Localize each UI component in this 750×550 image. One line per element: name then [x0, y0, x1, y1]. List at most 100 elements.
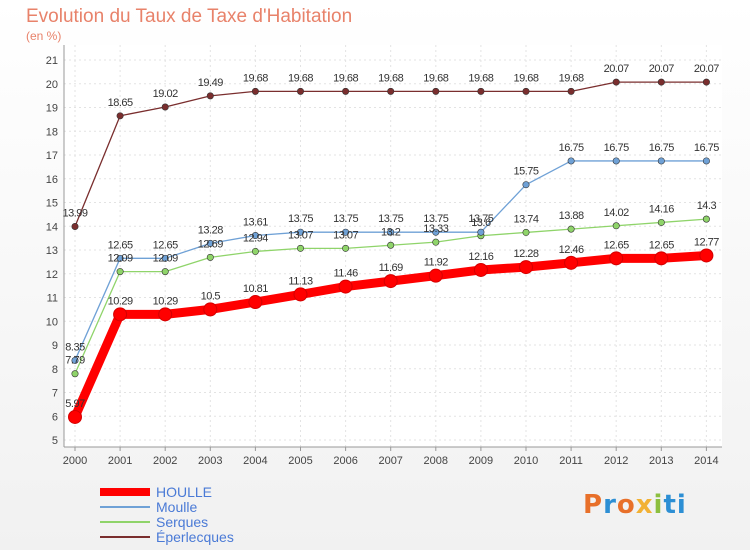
data-point-perlecques: [477, 87, 485, 95]
y-tick-label: 19: [46, 103, 58, 115]
y-tick-label: 10: [46, 316, 58, 328]
data-label-serques: 13.2: [381, 226, 401, 238]
data-point-perlecques: [612, 78, 620, 86]
proxiti-logo: Proxiti: [583, 490, 687, 520]
gridlines: [64, 45, 722, 447]
data-label-serques: 13.88: [559, 210, 584, 222]
legend-label-houlle: HOULLE: [156, 484, 213, 500]
x-tick-label: 2011: [559, 455, 583, 467]
data-label-perlecques: 19.68: [423, 72, 448, 84]
y-tick-label: 14: [46, 221, 58, 233]
data-point-serques: [161, 268, 169, 276]
data-label-perlecques: 18.65: [108, 97, 133, 109]
data-point-houlle: [654, 251, 669, 266]
x-tick-label: 2005: [288, 455, 312, 467]
data-label-perlecques: 19.02: [153, 88, 178, 100]
data-label-moulle: 12.65: [153, 239, 178, 251]
x-tick-label: 2013: [649, 455, 673, 467]
x-tick-label: 2001: [108, 455, 132, 467]
data-point-moulle: [612, 157, 620, 165]
data-label-moulle: 13.61: [243, 217, 268, 229]
x-tick-label: 2007: [378, 455, 402, 467]
data-point-moulle: [251, 232, 259, 240]
data-label-moulle: 12.65: [108, 239, 133, 251]
legend-label-serques: Serques: [156, 514, 209, 530]
data-point-perlecques: [161, 103, 169, 111]
x-tick-label: 2004: [243, 455, 267, 467]
data-label-serques: 12.09: [153, 253, 178, 265]
data-point-perlecques: [522, 87, 530, 95]
data-point-houlle: [203, 302, 218, 317]
data-point-perlecques: [657, 78, 665, 86]
data-label-houlle: 10.29: [153, 295, 178, 307]
data-label-perlecques: 13.99: [62, 207, 87, 219]
x-tick-label: 2003: [198, 455, 222, 467]
data-point-houlle: [428, 268, 443, 283]
data-point-houlle: [293, 287, 308, 302]
data-point-serques: [251, 247, 259, 255]
data-label-perlecques: 20.07: [604, 63, 629, 75]
data-label-perlecques: 19.49: [198, 77, 223, 89]
data-label-moulle: 13.75: [423, 213, 448, 225]
data-point-moulle: [432, 228, 440, 236]
data-point-serques: [206, 253, 214, 261]
data-label-serques: 14.02: [604, 207, 629, 219]
data-point-perlecques: [342, 87, 350, 95]
x-tick-label: 2010: [514, 455, 538, 467]
chart-unit: (en %): [26, 29, 62, 43]
data-label-serques: 12.09: [108, 253, 133, 265]
x-tick-label: 2009: [469, 455, 493, 467]
data-point-houlle: [338, 279, 353, 294]
chart-title: Evolution du Taux de Taxe d'Habitation: [26, 6, 353, 27]
data-label-houlle: 12.16: [468, 251, 493, 263]
data-label-serques: 12.94: [243, 232, 268, 244]
data-label-perlecques: 19.68: [559, 72, 584, 84]
data-point-serques: [612, 222, 620, 230]
data-label-moulle: 13.28: [198, 224, 223, 236]
y-tick-label: 11: [47, 293, 58, 305]
logo-letter: r: [603, 490, 617, 520]
y-tick-label: 20: [46, 79, 58, 91]
data-labels: 13.99 18.65 19.02 19.49 19.68 19.68 19.68 19.68…: [62, 63, 719, 410]
y-tick-label: 12: [46, 269, 58, 281]
x-tick-label: 2008: [424, 455, 448, 467]
data-point-perlecques: [387, 87, 395, 95]
data-point-moulle: [657, 157, 665, 165]
data-label-moulle: 16.75: [604, 142, 629, 154]
data-label-moulle: 16.75: [559, 142, 584, 154]
data-point-serques: [387, 241, 395, 249]
data-label-serques: 12.69: [198, 238, 223, 250]
y-tick-label: 5: [52, 435, 58, 447]
logo-letter: o: [616, 490, 636, 520]
data-label-serques: 13.33: [423, 223, 448, 235]
legend-label-moulle: Moulle: [156, 499, 198, 515]
data-point-perlecques: [432, 87, 440, 95]
data-point-moulle: [387, 228, 395, 236]
data-point-moulle: [342, 228, 350, 236]
data-label-perlecques: 19.68: [513, 72, 538, 84]
data-label-moulle: 13.75: [333, 213, 358, 225]
logo-letter: x: [635, 490, 654, 520]
y-tick-label: 18: [46, 126, 58, 138]
data-point-houlle: [473, 262, 488, 277]
x-tick-label: 2002: [153, 455, 177, 467]
data-point-moulle: [116, 254, 124, 262]
data-point-houlle: [609, 251, 624, 266]
legend-swatch-moulle: [100, 506, 150, 508]
logo-letter: i: [653, 490, 664, 520]
data-label-houlle: 10.81: [243, 283, 268, 295]
data-point-serques: [522, 228, 530, 236]
data-point-houlle: [68, 409, 82, 424]
data-label-moulle: 13.75: [468, 213, 493, 225]
data-point-perlecques: [567, 87, 575, 95]
data-point-serques: [116, 268, 124, 276]
data-label-serques: 7.79: [65, 355, 85, 367]
x-tick-label: 2000: [63, 455, 87, 467]
data-label-perlecques: 19.68: [378, 72, 403, 84]
data-point-perlecques: [206, 92, 214, 100]
data-label-serques: 14.16: [649, 203, 674, 215]
data-label-serques: 13.07: [288, 229, 313, 241]
data-point-serques: [432, 238, 440, 246]
data-label-serques: 13.74: [513, 213, 538, 225]
